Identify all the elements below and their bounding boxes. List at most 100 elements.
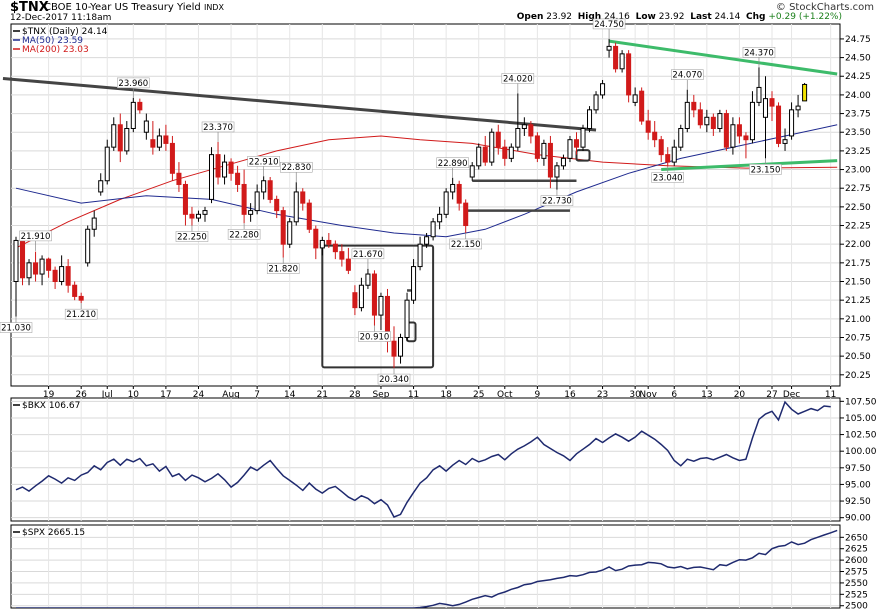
candle [521, 117, 527, 136]
data-label-box [64, 308, 98, 320]
candle [756, 67, 762, 107]
candle-body [632, 94, 638, 103]
x-tick-label: 7 [254, 390, 260, 400]
candle [26, 259, 32, 286]
candle [13, 236, 19, 317]
candle-body [469, 165, 475, 178]
chg-label: Chg [746, 12, 766, 22]
data-label-box [358, 331, 391, 342]
candle-body [391, 340, 397, 357]
candle-body [495, 131, 501, 148]
x-tick-label: 18 [440, 390, 452, 400]
candle [626, 50, 632, 103]
candle-body [111, 124, 117, 148]
x-tick-label: 17 [160, 390, 171, 400]
candle [528, 121, 534, 144]
candle-body [456, 183, 462, 204]
price-panel: 20.25 20.50 20.75 21.00 21.25 21.50 21.75 22.00… [0, 18, 886, 400]
candle-body [580, 127, 586, 148]
candle-body [98, 180, 104, 193]
candle [182, 180, 188, 226]
x-tick-label: 14 [284, 390, 296, 400]
candle-body [658, 139, 664, 156]
candle-body [130, 101, 136, 129]
data-label: 20.340 [379, 375, 409, 385]
candle [547, 135, 553, 189]
candle [482, 135, 488, 166]
candle [313, 225, 319, 260]
candle [639, 87, 645, 125]
candle [352, 285, 358, 316]
candle [749, 91, 755, 144]
spx-panel-ytick-label: 2600 [845, 556, 868, 566]
candle-body [52, 269, 58, 283]
x-tick-label: 28 [349, 390, 361, 400]
candle-body [104, 146, 110, 182]
candle-body [358, 284, 364, 309]
candle [567, 135, 573, 163]
candle [691, 94, 697, 118]
open-label: Open [516, 12, 544, 22]
channel-line [608, 39, 838, 76]
candle [762, 76, 769, 159]
candle-body [606, 45, 612, 51]
legend-label: MA(50) 23.59 [22, 36, 83, 46]
symbol: $TNX [10, 0, 49, 15]
data-label-box [592, 18, 626, 30]
candle [39, 255, 45, 286]
candle-body [443, 191, 449, 215]
low-value: 23.92 [658, 12, 685, 22]
candle [671, 139, 677, 166]
candle-body [91, 217, 97, 230]
spx-panel-axis-bg [840, 525, 886, 608]
candle [645, 109, 651, 140]
candle [730, 117, 736, 155]
x-tick-label: Nov [639, 390, 657, 400]
candle [710, 113, 716, 136]
legend-label: $SPX 2665.15 [22, 528, 85, 538]
data-label-box [201, 121, 235, 133]
price-panel-ytick-label: 21.75 [845, 259, 871, 269]
data-label: 23.150 [751, 165, 781, 175]
candle-body [476, 146, 482, 167]
candle-body [248, 210, 254, 215]
candle [195, 210, 202, 222]
x-tick-label: 26 [75, 390, 87, 400]
candle-body [704, 116, 710, 126]
candle [91, 210, 97, 237]
candle [697, 102, 703, 129]
x-tick-label: 19 [43, 390, 55, 400]
candle-body [156, 135, 162, 148]
candle [300, 188, 306, 211]
last-value: 24.14 [714, 12, 741, 22]
candle [534, 132, 540, 163]
candle-body [567, 139, 573, 159]
bkx-panel-ytick-label: 92.50 [845, 497, 871, 507]
data-label-box [266, 263, 300, 274]
candle-body [795, 105, 801, 111]
candle [137, 98, 143, 114]
candle-body [235, 172, 241, 185]
candle-body [613, 45, 619, 70]
price-panel-ytick-label: 23.00 [845, 166, 871, 176]
candle-body [300, 191, 306, 204]
spx-panel-ytick-label: 2650 [845, 533, 868, 543]
candle-body [163, 135, 169, 144]
candle [541, 139, 547, 166]
chart-header: $TNX CBOE 10-Year US Treasury Yield INDX… [0, 0, 886, 24]
brand-label: © StockCharts.com [775, 2, 874, 13]
candle [176, 162, 182, 192]
candle [495, 124, 501, 155]
candle [163, 124, 169, 151]
candle [130, 97, 136, 133]
candle [72, 281, 78, 301]
x-tick-label: 25 [473, 390, 484, 400]
candle [280, 206, 286, 258]
candle [704, 109, 710, 133]
candle [319, 236, 325, 256]
price-panel-ytick-label: 21.25 [845, 296, 871, 306]
candle [332, 240, 338, 260]
candle-body [19, 239, 26, 279]
trend-line [2, 76, 597, 132]
data-label: 20.910 [360, 333, 390, 343]
